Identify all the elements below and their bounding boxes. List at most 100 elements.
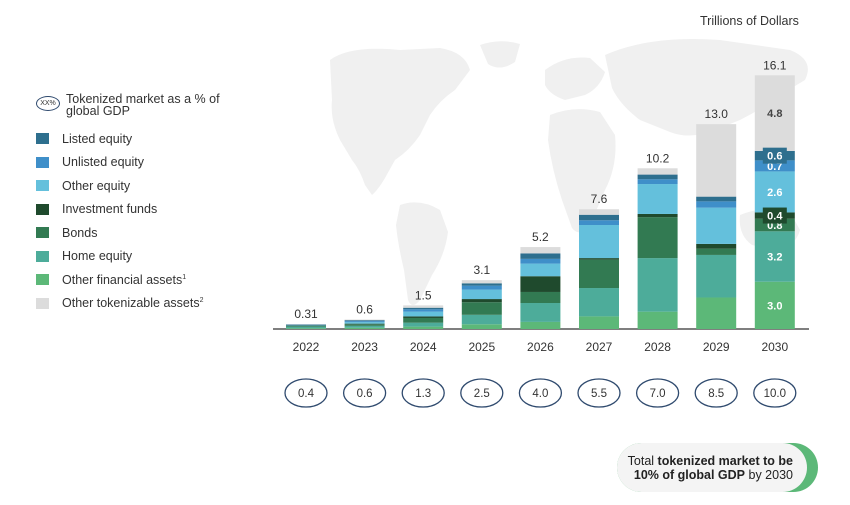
gdp-percent-oval: [694, 378, 738, 408]
gdp-percent-oval: [284, 378, 328, 408]
bar-segment: [754, 281, 795, 329]
legend-label-text: Listed equity: [62, 131, 133, 146]
bar-segment: [696, 201, 737, 208]
segment-value-label: 3.2: [767, 252, 782, 264]
bar-segment: [637, 168, 678, 175]
legend-swatch: [36, 133, 49, 145]
bar-segment: [579, 288, 619, 317]
bar-segment: [344, 322, 385, 324]
segment-value-label: 4.8: [767, 108, 782, 120]
europe-shape: [545, 57, 605, 100]
x-tick-label: 2023: [351, 340, 378, 354]
bar-segment: [286, 324, 326, 326]
bar-segment: [461, 285, 502, 290]
bar-segment: [520, 291, 561, 303]
legend-item: Unlisted equity: [36, 151, 236, 175]
legend-label: Bonds: [62, 226, 97, 240]
x-tick-label: 2025: [468, 340, 495, 354]
gdp-percent-oval: [577, 378, 621, 408]
legend-item: Other equity: [36, 174, 236, 198]
bar-segment: [696, 243, 737, 249]
bar-segment: [637, 258, 678, 312]
gdp-percent-label: 0.4: [298, 388, 315, 400]
bar-segment: [461, 314, 502, 325]
x-tick-label: 2028: [644, 340, 671, 354]
bar-segment: [754, 160, 795, 172]
bar-segment: [403, 326, 444, 329]
legend-items: Listed equity Unlisted equity Other equity…: [36, 127, 236, 315]
bar-total-label: 0.31: [294, 307, 318, 321]
bar-segment: [520, 253, 561, 259]
bar-segment: [403, 316, 444, 318]
bar-total-label: 3.1: [473, 263, 490, 277]
callout-bold-2: 10% of global GDP: [633, 467, 746, 482]
bar-segment: [637, 217, 678, 259]
gdp-percent-oval: [635, 378, 680, 408]
legend-label-text: Investment funds: [62, 202, 158, 217]
gdp-percent-oval: [401, 378, 445, 408]
bar-segment: [637, 213, 678, 218]
legend-label-text: Other financial assets: [62, 272, 183, 287]
bar-segment: [579, 209, 619, 215]
bar-segment: [579, 220, 619, 225]
bar-total-label: 7.6: [591, 192, 608, 206]
bar-segment: [286, 328, 326, 329]
south-america-shape: [396, 202, 448, 305]
bar-segment: [344, 325, 385, 328]
bar-segment: [403, 307, 444, 310]
gdp-percent-label: 0.6: [357, 388, 373, 400]
bar-segment: [520, 321, 561, 329]
legend-swatch: [36, 274, 49, 286]
gdp-percent-label: 7.0: [650, 388, 666, 400]
segment-value-label: 0.4: [767, 211, 783, 223]
bar-segment: [403, 322, 444, 327]
segment-label-background: [762, 207, 787, 224]
bar-segment: [696, 297, 737, 329]
legend-swatch: [36, 203, 49, 215]
greenland-shape: [480, 41, 520, 68]
gdp-percent-label: 10.0: [764, 388, 786, 400]
bar-segment: [637, 174, 678, 180]
segment-value-label: 0.7: [767, 161, 782, 173]
legend-label: Other equity: [62, 179, 130, 193]
bar-segment: [520, 247, 561, 254]
bar-segment: [579, 225, 619, 259]
bar-segment: [344, 319, 385, 321]
labels-layer: 0.31 2022 0.4 0.6 2023 0.6 1.5 2024 1.3 3.1 2025 2.…: [284, 58, 797, 408]
north-america-shape: [330, 48, 470, 195]
legend-label-text: Unlisted equity: [62, 155, 144, 170]
callout-line-2: 10% of global GDP by 2030: [634, 468, 793, 482]
bar-segment: [461, 280, 502, 284]
bar-segment: [637, 184, 678, 214]
bar-segment: [403, 311, 444, 317]
bar-segment: [520, 263, 561, 277]
legend-item: Investment funds: [36, 198, 236, 222]
bar-segment: [403, 317, 444, 323]
bar-total-label: 13.0: [705, 107, 729, 121]
bar-segment: [696, 124, 737, 197]
bar-segment: [520, 258, 561, 264]
gdp-percent-label: 1.3: [415, 388, 431, 400]
bar-segment: [344, 321, 385, 323]
bar-segment: [344, 320, 385, 322]
legend-item: Listed equity: [36, 127, 236, 151]
bar-segment: [344, 324, 385, 326]
bar-segment: [461, 324, 502, 329]
bar-segment: [461, 289, 502, 300]
gdp-percent-oval: [518, 378, 563, 408]
legend-label: Listed equity: [62, 132, 132, 146]
legend-gdp-entry: XX% Tokenized market as a % of global GD…: [36, 93, 236, 117]
bar-segment: [520, 276, 561, 292]
segment-value-label: 3.0: [767, 300, 782, 312]
callout-prefix: Total: [627, 453, 658, 468]
legend-label-text: Bonds: [62, 225, 98, 240]
bar-segment: [579, 316, 619, 329]
bar-segment: [461, 283, 502, 286]
callout-bold-1: tokenized market to be: [657, 453, 793, 468]
asia-shape: [605, 39, 808, 136]
bar-segment: [579, 258, 619, 260]
bar-segment: [696, 248, 737, 255]
gdp-oval-icon: XX%: [36, 96, 60, 111]
bar-segment: [696, 254, 737, 298]
callout: Total tokenized market to be 10% of glob…: [617, 443, 818, 492]
